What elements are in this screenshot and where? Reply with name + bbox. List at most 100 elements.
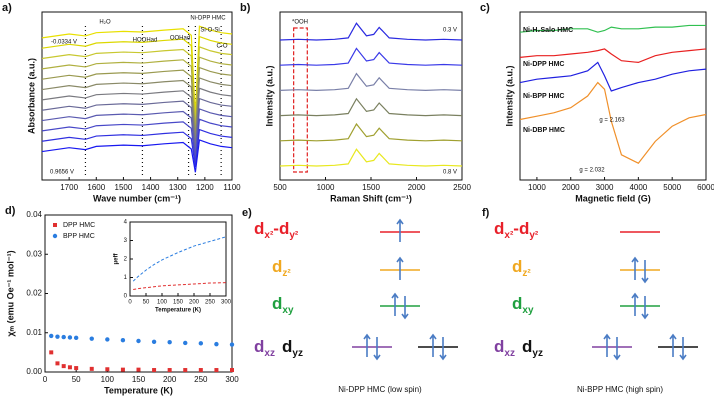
point (74, 366, 79, 371)
electron-spin (631, 292, 639, 316)
series-line (279, 22, 463, 41)
electron-spin (439, 337, 447, 361)
electron-spin (641, 260, 649, 284)
x-tick-label: 300 (221, 300, 232, 306)
x-tick-label: 0 (43, 375, 48, 384)
x-tick-label: 250 (194, 375, 208, 384)
y-tick-label: 4 (124, 220, 128, 226)
legend-marker (52, 233, 58, 239)
electron-spin (391, 292, 399, 316)
x-axis-label: Raman Shift (cm⁻¹) (330, 193, 412, 203)
x-tick-label: 1500 (362, 183, 380, 192)
x-tick-label: 1700 (60, 183, 78, 192)
series-label: Ni-H₂Salo HMC (523, 27, 573, 34)
x-tick-label: 1500 (115, 183, 133, 192)
annotation: 0.3 V (443, 28, 457, 34)
annotation: 0.8 V (443, 170, 457, 176)
series-line (279, 47, 463, 66)
point (55, 361, 60, 366)
x-tick-label: 5000 (663, 183, 681, 192)
point (105, 367, 110, 372)
series-line (519, 61, 707, 92)
x-tick-label: 50 (72, 375, 81, 384)
point (136, 338, 141, 344)
point (167, 368, 172, 373)
series-line (279, 148, 463, 167)
x-tick-label: 3000 (596, 183, 614, 192)
series-line (41, 128, 233, 168)
electron-spin (396, 218, 404, 242)
point (183, 340, 188, 346)
y-tick-label: 0.04 (26, 210, 42, 219)
y-tick-label: 2 (124, 257, 128, 263)
series-line (132, 236, 227, 282)
point (198, 368, 203, 373)
orbital-label: dyz (522, 337, 543, 358)
panel-label: e) (242, 207, 252, 219)
series-line (41, 56, 233, 131)
point (230, 368, 234, 373)
electron-spin (613, 337, 621, 361)
orbital-label: dxz (254, 337, 275, 358)
panel-label: b) (240, 2, 251, 14)
x-tick-label: 300 (225, 375, 239, 384)
x-tick-label: 100 (101, 375, 115, 384)
x-tick-label: 500 (273, 183, 287, 192)
annotation: *OOH (292, 20, 308, 26)
series-line (279, 72, 463, 92)
x-tick-label: 2000 (408, 183, 426, 192)
orbital-label: dxy (512, 294, 534, 315)
point (214, 341, 219, 347)
series-line (41, 66, 233, 137)
annotation: g = 2.163 (599, 118, 625, 124)
electron-spin (373, 337, 381, 361)
y-tick-label: 3 (124, 238, 128, 244)
electron-spin (603, 333, 611, 357)
y-tick-label: 1 (124, 275, 128, 281)
series-line (41, 25, 233, 116)
legend-marker (53, 223, 57, 227)
x-axis-label: Magnetic field (G) (575, 193, 651, 203)
plot-frame (129, 221, 227, 297)
point (120, 338, 126, 343)
x-tick-label: 150 (173, 300, 184, 306)
legend-label: BPP HMC (63, 233, 95, 240)
series-line (279, 122, 463, 142)
series-line (519, 24, 706, 33)
point (73, 335, 79, 341)
annotation: C-O (217, 44, 228, 50)
point (49, 333, 54, 339)
annotation: g = 2.032 (579, 168, 605, 174)
orbital-label: dx²-dy² (494, 219, 539, 240)
x-tick-label: 4000 (629, 183, 647, 192)
point (61, 334, 66, 340)
series-line (41, 35, 233, 121)
series-line (519, 81, 707, 164)
x-tick-label: 250 (205, 300, 216, 306)
x-tick-label: 150 (132, 375, 146, 384)
y-axis-label: μeff (114, 253, 120, 265)
x-tick-label: 1400 (142, 183, 160, 192)
point (183, 368, 188, 373)
x-tick-label: 200 (163, 375, 177, 384)
y-tick-label: 0.01 (26, 328, 42, 337)
x-tick-label: 1000 (528, 183, 546, 192)
x-axis-label: Temperature (K) (104, 385, 173, 395)
panel-label: c) (480, 2, 490, 14)
orbital-label: dz² (272, 257, 291, 278)
series-line (41, 87, 233, 147)
y-axis-label: Intensity (a.u.) (504, 65, 514, 126)
electron-spin (631, 256, 639, 280)
x-tick-label: 2000 (562, 183, 580, 192)
series-line (133, 282, 227, 291)
electron-spin (679, 337, 687, 361)
y-axis-label: Absorbance (a.u.) (26, 58, 36, 134)
electron-spin (401, 296, 409, 320)
plot-frame (519, 11, 707, 181)
point (49, 350, 54, 355)
point (61, 364, 66, 369)
x-tick-label: 100 (157, 300, 168, 306)
legend-label: DPP HMC (63, 222, 95, 229)
y-axis-label: χₘ (emu Oe⁻¹ mol⁻¹) (5, 250, 15, 336)
